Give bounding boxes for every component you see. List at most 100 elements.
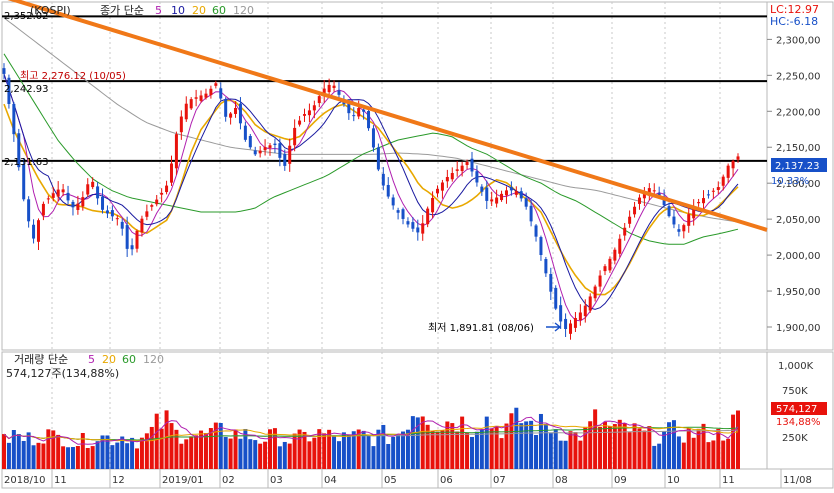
- volume-bar: [169, 423, 174, 469]
- candle-body: [672, 216, 676, 225]
- volume-bar: [563, 440, 568, 469]
- candle-body: [440, 182, 444, 191]
- volume-bar: [593, 409, 598, 469]
- x-tick-label: 03: [270, 475, 283, 486]
- candle-body: [500, 193, 504, 201]
- candle-body: [125, 225, 129, 249]
- volume-bar: [120, 436, 125, 469]
- volume-bar: [460, 416, 465, 469]
- candle-body: [662, 196, 666, 206]
- volume-bar: [11, 429, 16, 469]
- volume-bar: [736, 410, 740, 469]
- candle-body: [411, 222, 415, 229]
- candle-body: [32, 224, 36, 239]
- last-price-label: 2,137.23: [775, 161, 820, 172]
- volume-bar: [632, 423, 637, 469]
- level-label-mid: 2,242.93: [4, 84, 49, 95]
- x-tick-label: 11: [722, 475, 735, 486]
- candle-body: [101, 196, 105, 210]
- volume-bar: [297, 429, 302, 469]
- vol-ma60-legend: 60: [122, 353, 136, 366]
- volume-bar: [115, 442, 120, 469]
- volume-bar: [16, 434, 21, 469]
- volume-bar: [253, 440, 258, 469]
- candle-body: [81, 197, 85, 207]
- candle-body: [229, 113, 233, 118]
- candle-body: [588, 296, 592, 311]
- volume-bar: [258, 443, 263, 469]
- volume-bar: [268, 429, 273, 469]
- candle-body: [564, 318, 568, 329]
- candle-body: [657, 193, 661, 196]
- candle-body: [652, 190, 656, 192]
- last-price-badge: [771, 158, 827, 172]
- candle-body: [396, 210, 400, 213]
- volume-bar: [553, 429, 558, 469]
- candle-body: [529, 205, 533, 222]
- trendline[interactable]: [2, 0, 768, 232]
- vol-tick-3: 250K: [782, 433, 808, 444]
- candle-body: [71, 201, 75, 208]
- candle-body: [140, 218, 144, 233]
- volume-title: 거래량 단순: [14, 353, 68, 366]
- candle-body: [514, 191, 518, 195]
- volume-bar: [199, 430, 204, 469]
- candle-body: [465, 162, 469, 165]
- candle-body: [485, 187, 489, 201]
- candle-body: [381, 173, 385, 186]
- candle-body: [224, 99, 228, 117]
- volume-bar: [243, 428, 248, 469]
- candle-body: [401, 209, 405, 219]
- volume-bar: [465, 432, 470, 469]
- volume-bar: [509, 413, 514, 469]
- volume-bar: [287, 443, 292, 469]
- candle-body: [711, 190, 715, 192]
- volume-bar: [159, 428, 164, 469]
- candle-body: [431, 198, 435, 213]
- candle-body: [721, 176, 725, 186]
- candle-body: [120, 221, 124, 229]
- y-tick-label: 2,150,00: [776, 143, 821, 154]
- volume-bar: [568, 431, 573, 469]
- candle-body: [519, 191, 523, 199]
- ma10-line: [3, 73, 739, 310]
- volume-bar: [139, 437, 144, 469]
- candle-body: [145, 211, 149, 217]
- volume-bar: [327, 429, 332, 469]
- x-tick-label: 2018/10: [4, 475, 46, 486]
- candle-body: [169, 163, 173, 183]
- candle-body: [692, 207, 696, 219]
- volume-bar: [66, 447, 71, 469]
- volume-bar: [583, 426, 588, 469]
- volume-bar: [716, 428, 721, 469]
- x-tick-label: 06: [440, 475, 453, 486]
- volume-bar: [322, 433, 327, 469]
- candle-body: [554, 287, 558, 309]
- candle-body: [376, 147, 380, 170]
- volume-bar: [691, 437, 696, 469]
- candle-body: [273, 143, 277, 145]
- vol-ma5-line: [3, 416, 739, 445]
- volume-bar: [474, 431, 479, 469]
- candle-body: [539, 237, 543, 255]
- candle-body: [189, 99, 193, 109]
- volume-bar: [534, 434, 539, 469]
- volume-bar: [425, 424, 430, 469]
- vol-ma20-legend: 20: [102, 353, 116, 366]
- candle-body: [637, 197, 641, 204]
- y-tick-label: 1,950,00: [776, 287, 821, 298]
- candle-body: [22, 164, 26, 200]
- candle-body: [105, 210, 109, 214]
- candle-body: [362, 109, 366, 112]
- volume-bar: [726, 438, 731, 469]
- volume-bar: [95, 441, 100, 469]
- last-change-label: 10.33%: [771, 176, 809, 187]
- candle-body: [234, 107, 238, 114]
- volume-bar: [662, 431, 667, 469]
- volume-bar: [711, 440, 716, 469]
- candle-body: [569, 323, 573, 334]
- volume-bar: [588, 421, 593, 469]
- x-tick-label: 2019/01: [162, 475, 204, 486]
